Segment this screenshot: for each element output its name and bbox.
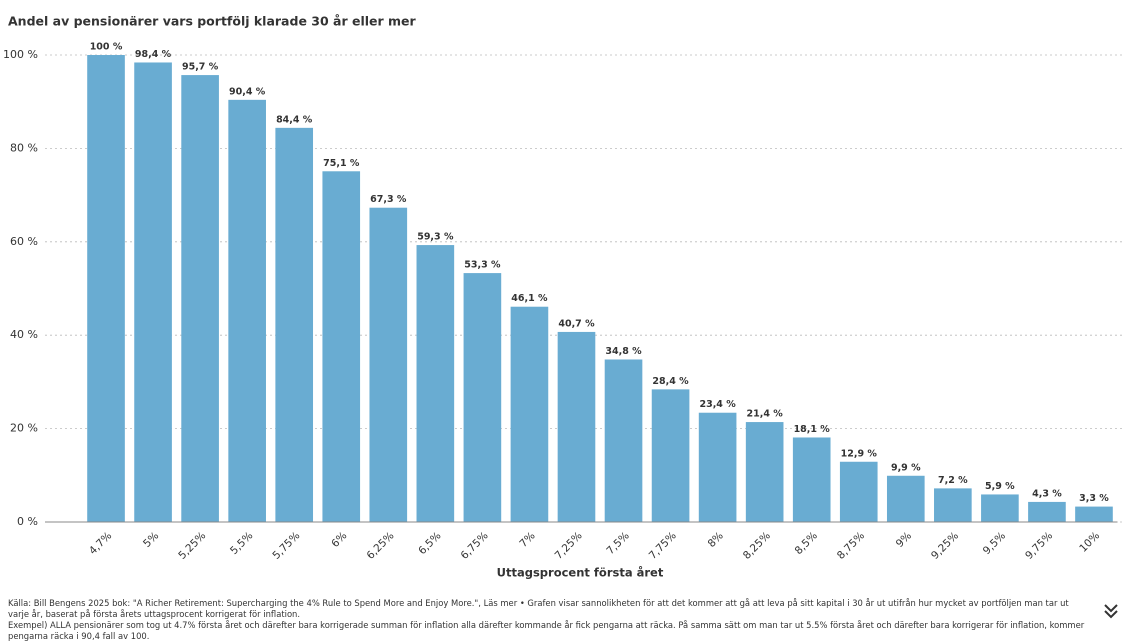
bar	[604, 359, 643, 522]
x-tick-label: 9%	[894, 530, 914, 550]
logo	[1104, 604, 1118, 619]
value-label: 53,3 %	[464, 260, 501, 271]
bar	[369, 207, 408, 523]
x-tick-label: 9,25%	[929, 530, 961, 562]
value-label: 18,1 %	[794, 424, 831, 435]
x-tick-label: 4,7%	[87, 530, 114, 557]
bar	[416, 245, 455, 522]
chart-title: Andel av pensionärer vars portfölj klara…	[8, 14, 417, 29]
bar	[792, 437, 831, 522]
x-tick-label: 5,5%	[228, 530, 255, 557]
bar	[181, 75, 219, 523]
x-tick-label: 9,75%	[1023, 530, 1055, 562]
value-label: 12,9 %	[841, 448, 878, 459]
value-label: 34,8 %	[605, 346, 642, 357]
value-label: 46,1 %	[511, 293, 548, 304]
x-tick-label: 7,75%	[647, 530, 679, 562]
bar	[463, 273, 502, 522]
x-tick-label: 8,5%	[793, 530, 820, 557]
value-label: 100 %	[90, 42, 123, 53]
value-label: 5,9 %	[985, 481, 1015, 492]
value-label: 9,9 %	[891, 462, 921, 473]
bar	[698, 412, 737, 522]
bar	[745, 422, 784, 522]
value-label: 21,4 %	[747, 409, 784, 420]
x-tick-label: 9,5%	[981, 530, 1008, 557]
value-label: 4,3 %	[1032, 488, 1062, 499]
value-label: 3,3 %	[1079, 493, 1109, 504]
y-tick-label: 0 %	[17, 515, 38, 528]
x-tick-label: 6,5%	[416, 530, 443, 557]
value-label: 59,3 %	[417, 232, 454, 243]
bar	[886, 475, 925, 522]
value-label: 67,3 %	[370, 194, 407, 205]
x-tick-label: 10%	[1077, 530, 1102, 555]
x-tick-label: 6,25%	[364, 530, 396, 562]
y-tick-label: 20 %	[10, 422, 38, 435]
bar	[651, 389, 690, 522]
x-tick-label: 5,75%	[270, 530, 302, 562]
bar	[87, 55, 125, 522]
value-label: 84,4 %	[276, 114, 313, 125]
value-label: 90,4 %	[229, 86, 266, 97]
bar	[557, 331, 596, 522]
y-tick-label: 80 %	[10, 141, 38, 154]
y-tick-label: 100 %	[3, 48, 38, 61]
x-tick-label: 5,25%	[176, 530, 208, 562]
bar	[981, 494, 1019, 522]
bar	[134, 62, 172, 523]
bar	[322, 171, 361, 522]
y-tick-label: 40 %	[10, 328, 38, 341]
source-note: Källa: Bill Bengens 2025 bok: "A Richer …	[8, 598, 1069, 619]
value-label: 7,2 %	[938, 475, 968, 486]
bar	[1075, 506, 1113, 522]
x-tick-label: 8,25%	[741, 530, 773, 562]
bar	[228, 99, 266, 522]
value-label: 40,7 %	[558, 318, 595, 329]
x-tick-label: 7,25%	[553, 530, 585, 562]
x-tick-label: 7,5%	[604, 530, 631, 557]
x-tick-label: 6%	[329, 530, 349, 550]
example-note: Exempel) ALLA pensionärer som tog ut 4.7…	[8, 620, 1085, 641]
bar	[510, 306, 549, 522]
value-label: 95,7 %	[182, 62, 219, 73]
x-tick-label: 6,75%	[459, 530, 491, 562]
bar	[839, 461, 878, 522]
value-label: 23,4 %	[699, 399, 736, 410]
x-tick-label: 8,75%	[835, 530, 867, 562]
y-tick-label: 60 %	[10, 235, 38, 248]
x-axis-title: Uttagsprocent första året	[497, 566, 664, 580]
value-label: 28,4 %	[652, 376, 689, 387]
x-tick-label: 8%	[706, 530, 726, 550]
value-label: 98,4 %	[135, 49, 172, 60]
bar	[275, 127, 314, 523]
x-tick-label: 7%	[517, 530, 537, 550]
x-tick-label: 5%	[141, 530, 161, 550]
bar	[934, 488, 972, 522]
bar	[1028, 501, 1066, 522]
value-label: 75,1 %	[323, 158, 360, 169]
